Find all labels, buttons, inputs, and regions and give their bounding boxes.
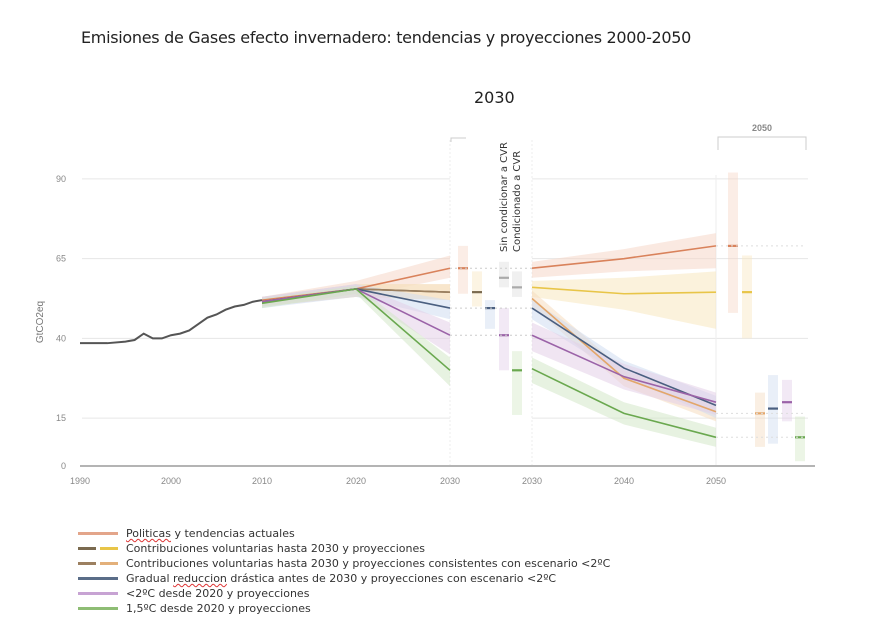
chart-title: Emisiones de Gases efecto invernadero: t… [81, 28, 692, 47]
bar-2030-range [485, 300, 495, 329]
legend: Politicas y tendencias actuales Contribuc… [78, 526, 610, 616]
bar-2030-range [512, 351, 522, 415]
legend-item: Contribuciones voluntarias hasta 2030 y … [78, 556, 610, 571]
legend-label: Politicas y tendencias actuales [126, 527, 295, 540]
series-line-seg1 [261, 288, 451, 371]
bar-2030-cvr-range [499, 261, 509, 288]
cvr-label: Sin condicionar a CVR [499, 142, 510, 252]
series-line-seg2 [531, 297, 717, 413]
series-line-seg2 [531, 334, 717, 403]
band-seg1 [262, 285, 450, 387]
x-tick-label: 2030 [440, 476, 460, 486]
panel-2030-bracket [450, 137, 466, 142]
legend-item: <2ºC desde 2020 y proyecciones [78, 586, 610, 601]
y-tick-label: 65 [56, 254, 66, 264]
legend-swatch [78, 532, 118, 535]
panel-2030-background [450, 135, 532, 465]
band-seg1 [262, 284, 450, 355]
bar-2050-range [782, 379, 792, 422]
legend-label: Gradual reduccion drástica antes de 2030… [126, 572, 557, 585]
bar-2030-range [472, 271, 482, 307]
legend-item: Politicas y tendencias actuales [78, 526, 610, 541]
chart-subtitle: 2030 [474, 88, 515, 107]
bar-2030-cvr-range [512, 271, 522, 297]
cvr-labels: Sin condicionar a CVR Condicionado a CVR [499, 142, 523, 252]
legend-swatch [78, 592, 118, 595]
x-tick-label: 2050 [706, 476, 726, 486]
legend-item: 1,5ºC desde 2020 y proyecciones [78, 601, 610, 616]
panel-2050-label: 2050 [752, 123, 772, 133]
historical-line [80, 299, 263, 345]
legend-swatch [78, 562, 118, 565]
bar-2050-range [795, 416, 805, 462]
band-seg2 [532, 233, 716, 278]
legend-swatch [78, 547, 118, 550]
x-tick-label: 2000 [161, 476, 181, 486]
legend-swatch [78, 577, 118, 580]
x-axis: 1990 2000 2010 2020 2030 2030 2040 2050 [70, 465, 815, 486]
legend-swatch [78, 607, 118, 610]
x-tick-label: 2040 [614, 476, 634, 486]
series-line-seg2 [531, 286, 717, 295]
y-tick-label: 15 [56, 413, 66, 423]
series-lines [80, 245, 717, 439]
x-tick-label: 2030 [522, 476, 542, 486]
x-tick-label: 2020 [346, 476, 366, 486]
legend-label: Contribuciones voluntarias hasta 2030 y … [126, 557, 611, 570]
legend-label: Contribuciones voluntarias hasta 2030 y … [126, 542, 425, 555]
bar-2030-range [499, 308, 509, 371]
y-tick-label: 40 [56, 333, 66, 343]
series-line-seg2 [531, 245, 717, 270]
emissions-chart: 0 15 40 65 90 GtCO2eq 1990 2000 2010 2020 2030 20… [35, 123, 815, 486]
band-seg2 [532, 271, 716, 329]
x-tick-label: 1990 [70, 476, 90, 486]
y-axis: 0 15 40 65 90 [56, 174, 66, 471]
y-tick-label: 90 [56, 174, 66, 184]
bar-2050-range [755, 392, 765, 447]
panel-2050-bracket [717, 136, 807, 150]
bar-2050-range [728, 172, 738, 313]
legend-item: Gradual reduccion drástica antes de 2030… [78, 571, 610, 586]
series-line-seg2 [531, 367, 717, 439]
legend-label: 1,5ºC desde 2020 y proyecciones [126, 602, 311, 615]
bar-2030-range [458, 245, 468, 294]
bar-2050-range [742, 255, 752, 339]
legend-item: Contribuciones voluntarias hasta 2030 y … [78, 541, 610, 556]
y-tick-label: 0 [61, 461, 66, 471]
x-tick-label: 2010 [252, 476, 272, 486]
legend-label: <2ºC desde 2020 y proyecciones [126, 587, 310, 600]
cvr-label: Condicionado a CVR [512, 151, 523, 252]
range-bars [450, 172, 806, 462]
y-axis-label: GtCO2eq [35, 301, 46, 343]
